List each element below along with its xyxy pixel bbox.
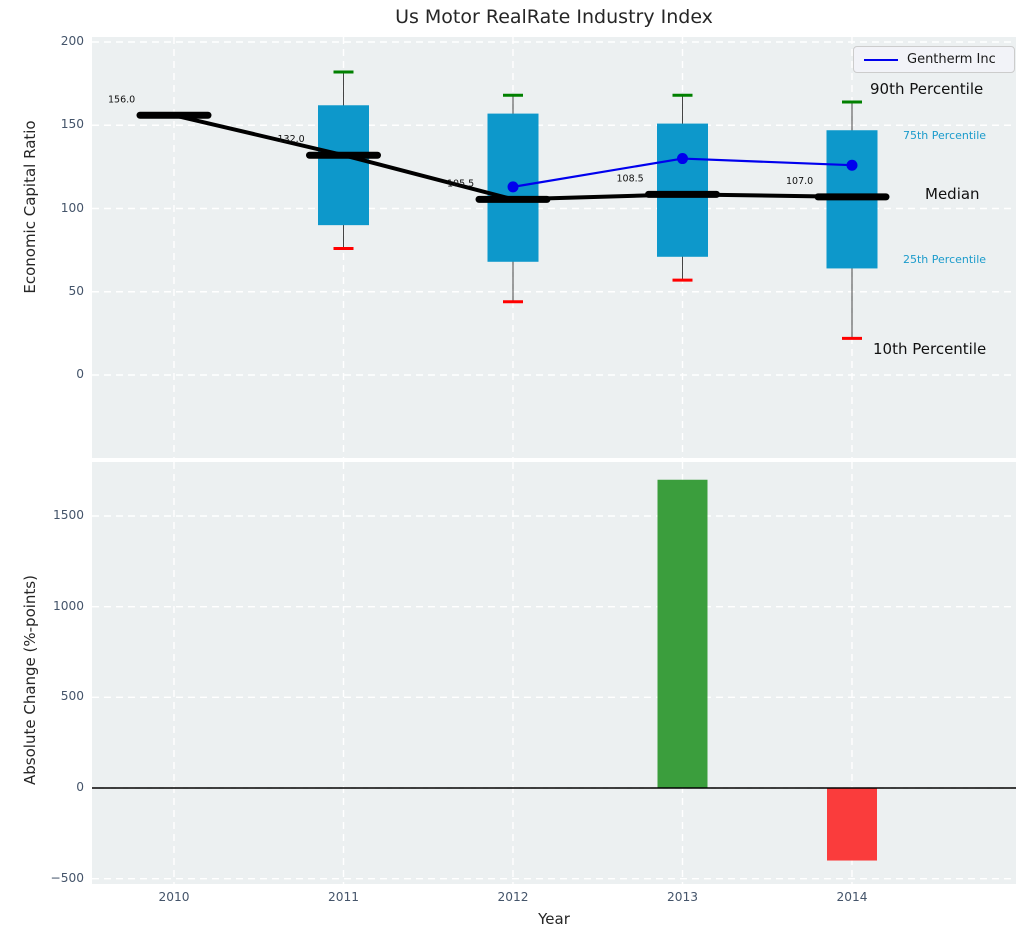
- legend-series-label: Gentherm Inc: [907, 52, 996, 67]
- y-tick-label: 500: [28, 689, 84, 703]
- figure: Us Motor RealRate Industry Index Economi…: [0, 0, 1029, 942]
- x-tick-label-2010: 2010: [134, 890, 214, 904]
- gentherm-marker-2013: [677, 153, 688, 164]
- y-tick-label: 0: [28, 780, 84, 794]
- y-tick-label: −500: [28, 871, 84, 885]
- legend-line-icon: [864, 59, 898, 61]
- gentherm-marker-2012: [508, 181, 519, 192]
- x-tick-label-2014: 2014: [812, 890, 892, 904]
- annotation-10th-percentile: 10th Percentile: [873, 340, 986, 358]
- annotation-25th-percentile: 25th Percentile: [903, 253, 986, 266]
- median-value-label-2012: 105.5: [447, 178, 474, 189]
- y-tick-label: 1000: [28, 599, 84, 613]
- y-tick-label: 0: [28, 367, 84, 381]
- median-value-label-2013: 108.5: [617, 173, 644, 184]
- change-bar-2013: [658, 480, 708, 788]
- y-tick-label: 200: [28, 34, 84, 48]
- annotation-90th-percentile: 90th Percentile: [870, 80, 983, 98]
- y-tick-label: 150: [28, 117, 84, 131]
- x-tick-label-2011: 2011: [304, 890, 384, 904]
- annotation-median: Median: [925, 185, 980, 203]
- gentherm-marker-2014: [847, 160, 858, 171]
- y-tick-label: 50: [28, 284, 84, 298]
- x-tick-label-2013: 2013: [643, 890, 723, 904]
- x-axis-label: Year: [92, 910, 1016, 928]
- y-tick-label: 1500: [28, 508, 84, 522]
- box-2013: [657, 124, 708, 257]
- change-bar-2014: [827, 788, 877, 861]
- y-tick-label: 100: [28, 201, 84, 215]
- median-value-label-2014: 107.0: [786, 176, 813, 187]
- top-plot-area: 156.0 132.0 105.5 108.5 107.0: [92, 37, 1016, 458]
- y-axis-label-bottom: Absolute Change (%-points): [21, 510, 39, 850]
- median-value-label-2010: 156.0: [108, 94, 135, 105]
- bottom-plot-area: [92, 462, 1016, 884]
- chart-title: Us Motor RealRate Industry Index: [92, 6, 1016, 28]
- box-2011: [318, 105, 369, 225]
- panel-bot-svg: [92, 462, 1016, 884]
- median-value-label-2011: 132.0: [278, 134, 305, 145]
- panel-top-svg: 156.0 132.0 105.5 108.5 107.0: [92, 37, 1016, 458]
- x-tick-label-2012: 2012: [473, 890, 553, 904]
- annotation-75th-percentile: 75th Percentile: [903, 129, 986, 142]
- legend: Gentherm Inc: [853, 46, 1015, 73]
